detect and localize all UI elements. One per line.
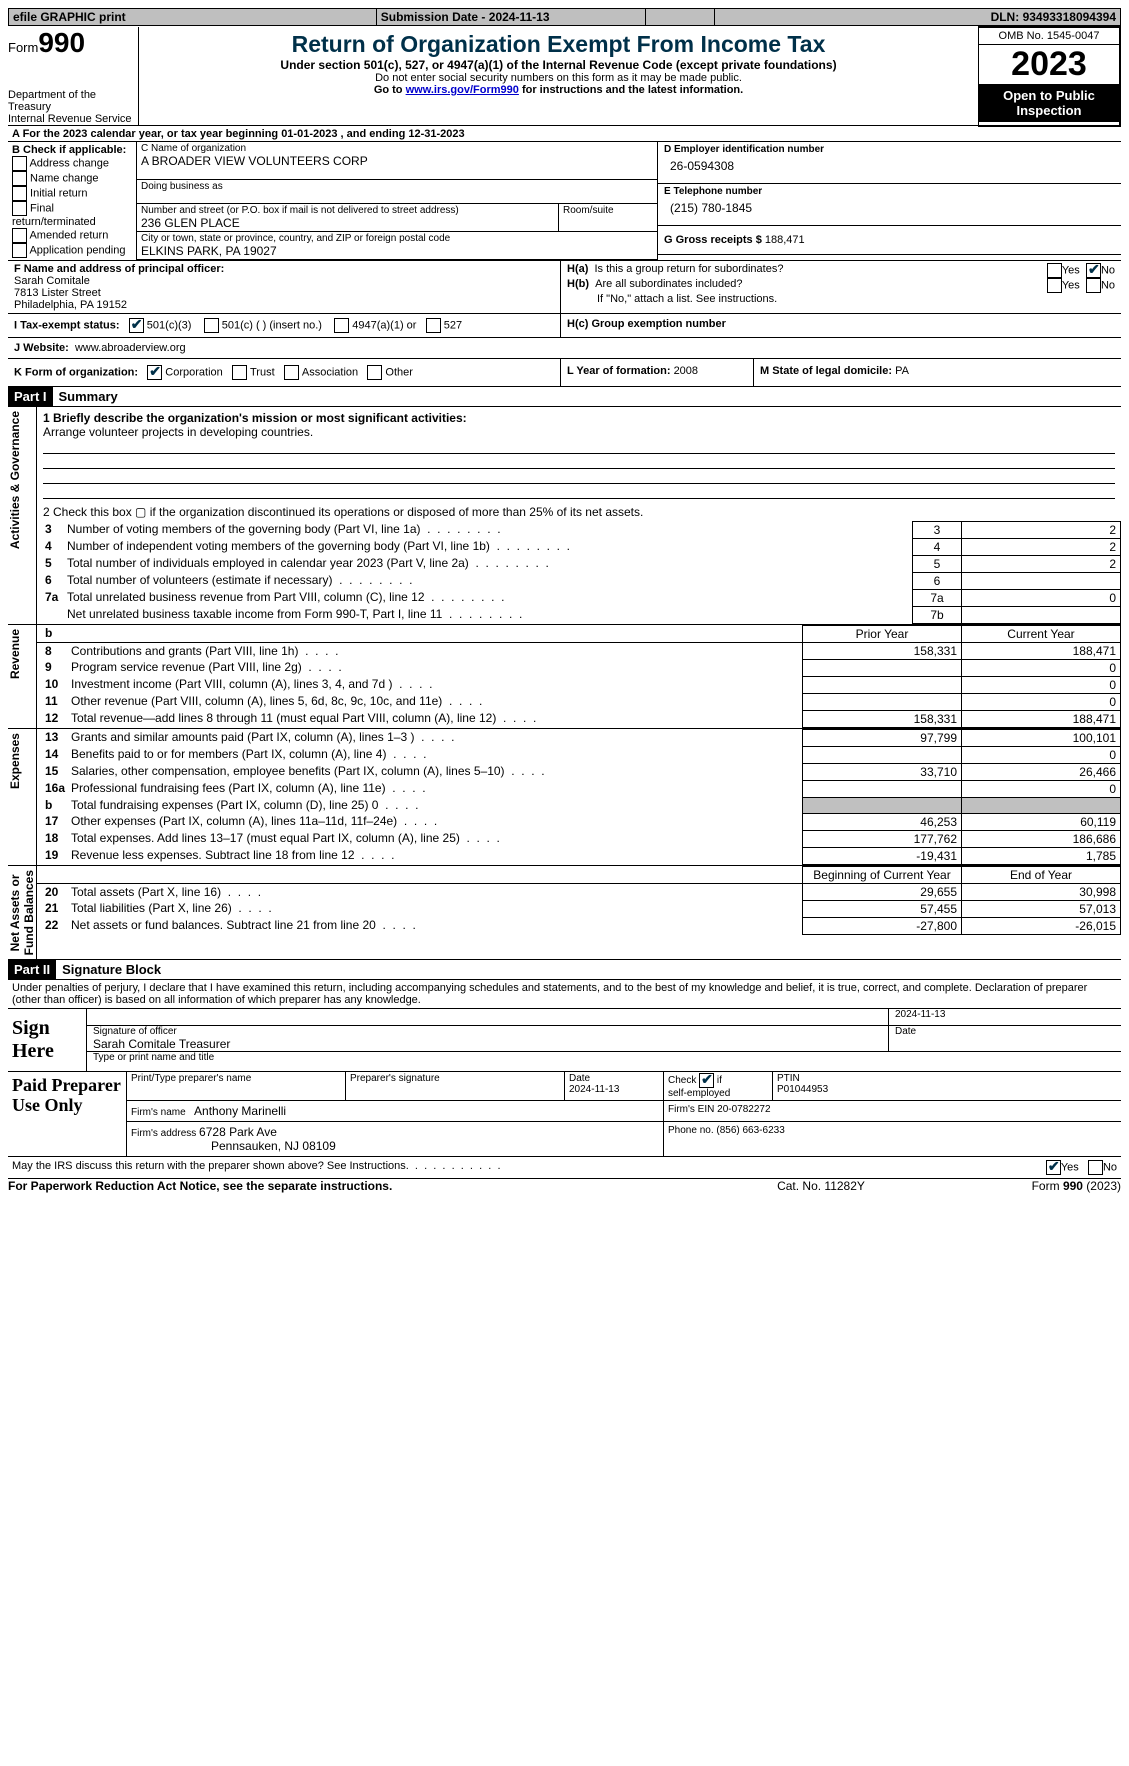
checkbox-application-pending: Application pending xyxy=(12,243,132,258)
side-netassets: Net Assets or Fund Balances xyxy=(8,866,36,959)
dept-label: Department of the Treasury Internal Reve… xyxy=(8,89,138,125)
side-expenses: Expenses xyxy=(8,729,22,793)
summary-row: 8Contributions and grants (Part VIII, li… xyxy=(37,642,1121,659)
summary-row: 18Total expenses. Add lines 13–17 (must … xyxy=(37,830,1121,847)
perjury-declaration: Under penalties of perjury, I declare th… xyxy=(8,980,1121,1009)
pra-notice: For Paperwork Reduction Act Notice, see … xyxy=(8,1179,721,1193)
i-501c3-check xyxy=(129,318,144,333)
form-title: Return of Organization Exempt From Incom… xyxy=(147,31,970,58)
summary-row: bTotal fundraising expenses (Part IX, co… xyxy=(37,797,1121,813)
paid-preparer-label: Paid Preparer Use Only xyxy=(12,1076,122,1116)
entity-block: B Check if applicable: Address change Na… xyxy=(8,142,1121,260)
discuss-yes-check xyxy=(1046,1160,1061,1175)
irs-link[interactable]: www.irs.gov/Form990 xyxy=(406,84,519,96)
summary-row: 10Investment income (Part VIII, column (… xyxy=(37,676,1121,693)
summary-row: 19Revenue less expenses. Subtract line 1… xyxy=(37,847,1121,864)
summary-row: 15Salaries, other compensation, employee… xyxy=(37,763,1121,780)
checkbox-name-change: Name change xyxy=(12,171,132,186)
top-bar: efile GRAPHIC print Submission Date - 20… xyxy=(8,8,1121,26)
part2-header: Part IISignature Block xyxy=(8,960,1121,980)
summary-row: 13Grants and similar amounts paid (Part … xyxy=(37,729,1121,746)
efile-label: efile GRAPHIC print xyxy=(9,9,377,26)
summary-row: 12Total revenue—add lines 8 through 11 (… xyxy=(37,710,1121,727)
self-employed-check xyxy=(699,1073,714,1088)
summary-row: 9Program service revenue (Part VIII, lin… xyxy=(37,659,1121,676)
side-revenue: Revenue xyxy=(8,625,22,683)
summary-row: 16aProfessional fundraising fees (Part I… xyxy=(37,780,1121,797)
line-i: I Tax-exempt status: 501(c)(3) 501(c) ( … xyxy=(8,313,561,337)
summary-row: 11Other revenue (Part VIII, column (A), … xyxy=(37,693,1121,710)
summary-row: 20Total assets (Part X, line 16) . . . .… xyxy=(37,883,1121,900)
sign-here-label: Sign Here xyxy=(12,1017,82,1063)
summary-row: 14Benefits paid to or for members (Part … xyxy=(37,746,1121,763)
checkbox-final-return-terminated: Final return/terminated xyxy=(12,201,132,228)
summary-row: 21Total liabilities (Part X, line 26) . … xyxy=(37,900,1121,917)
checkbox-amended-return: Amended return xyxy=(12,228,132,243)
ha-no-check xyxy=(1086,263,1101,278)
summary-row: 17Other expenses (Part IX, column (A), l… xyxy=(37,813,1121,830)
checkbox-address-change: Address change xyxy=(12,156,132,171)
tax-year: 2023 xyxy=(979,45,1119,84)
line-j: J Website: www.abroaderview.org xyxy=(8,337,1121,359)
side-governance: Activities & Governance xyxy=(8,407,22,553)
form-header: Form990 Department of the Treasury Inter… xyxy=(8,26,1121,127)
checkbox-initial-return: Initial return xyxy=(12,186,132,201)
line-k: K Form of organization: Corporation Trus… xyxy=(8,359,561,387)
summary-row: 22Net assets or fund balances. Subtract … xyxy=(37,917,1121,934)
line-a: A For the 2023 calendar year, or tax yea… xyxy=(8,127,1121,142)
part1-header: Part ISummary xyxy=(8,387,1121,407)
